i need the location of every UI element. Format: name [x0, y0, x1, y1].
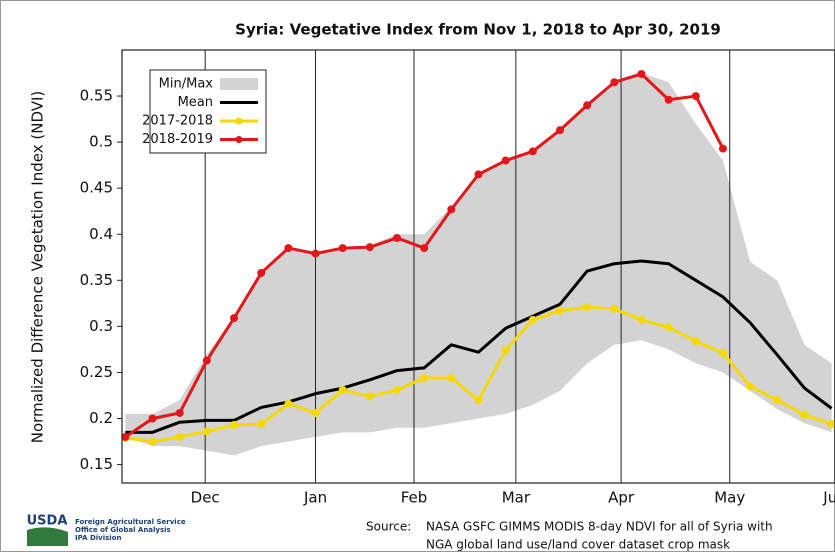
source: NASA GSFC GIMMS MODIS 8-day NDVI for all… [426, 520, 773, 534]
agency: Foreign Agricultural Service [75, 518, 186, 526]
agency: Office of Global Analysis [75, 526, 171, 534]
point [230, 314, 239, 323]
point [773, 396, 782, 405]
point [365, 392, 374, 401]
plot [122, 50, 835, 483]
point [365, 243, 374, 252]
point [691, 337, 700, 346]
point [284, 399, 293, 408]
y-tick-label: 0.25 [80, 363, 113, 381]
agency: IPA Division [75, 534, 121, 542]
y-tick-label: 0.2 [89, 409, 113, 427]
point [338, 385, 347, 394]
logo-graphic [27, 527, 68, 546]
point [148, 414, 157, 423]
y-tick-label: 0.35 [80, 271, 113, 289]
legend-marker [235, 136, 243, 143]
point [311, 249, 320, 258]
x-tick-label: Dec [191, 489, 220, 507]
point [528, 147, 537, 156]
point [447, 373, 456, 382]
point [175, 432, 184, 441]
point [257, 268, 266, 277]
point [827, 420, 835, 429]
legend-swatch [220, 78, 258, 90]
point [583, 303, 592, 312]
point [718, 144, 727, 153]
x-tick-label: Apr [608, 489, 635, 507]
point [474, 170, 483, 179]
point [148, 437, 157, 446]
source: NGA global land use/land cover dataset c… [426, 538, 730, 552]
y-tick-label: 0.55 [80, 87, 113, 105]
point [393, 233, 402, 242]
x-tick-label: Jun [822, 489, 835, 507]
chart-title: Syria: Vegetative Index from Nov 1, 2018… [235, 21, 721, 39]
point [257, 420, 266, 429]
legend-label: 2017-2018 [142, 114, 213, 129]
point [175, 408, 184, 417]
point [501, 156, 510, 165]
point [501, 346, 510, 355]
series-line [125, 259, 833, 434]
legend-label: Mean [178, 95, 213, 110]
point [420, 244, 429, 253]
x-tick-label: May [714, 489, 745, 507]
point [230, 420, 239, 429]
point [664, 323, 673, 332]
point [718, 349, 727, 358]
point [610, 304, 619, 313]
point [474, 396, 483, 405]
point [338, 244, 347, 253]
source-label: Source: [366, 520, 411, 534]
point [202, 427, 211, 436]
x-tick-label: Mar [502, 489, 531, 507]
y-tick-label: 0.5 [89, 133, 113, 151]
y-axis-label: Normalized Difference Vegetation Index (… [29, 91, 47, 444]
x-tick-label: Jan [303, 489, 327, 507]
legend-label: Min/Max [159, 77, 214, 92]
point [528, 315, 537, 324]
point [583, 101, 592, 110]
legend-marker [235, 117, 243, 125]
min-max-band [125, 73, 832, 456]
plot-border [121, 49, 835, 484]
legend-label: 2018-2019 [142, 132, 213, 147]
point [447, 205, 456, 214]
point [637, 69, 646, 78]
y-tick-label: 0.45 [80, 179, 113, 197]
x-tick-label: Feb [401, 489, 428, 507]
point [637, 315, 646, 324]
point [691, 92, 700, 101]
point [664, 95, 673, 104]
point [555, 126, 564, 135]
point [610, 78, 619, 87]
point [420, 373, 429, 382]
point [284, 244, 293, 253]
point [311, 408, 320, 417]
point [746, 382, 755, 391]
y-tick-label: 0.15 [80, 455, 113, 473]
point [800, 410, 809, 419]
y-tick-label: 0.4 [89, 225, 113, 243]
point [393, 385, 402, 394]
point [122, 432, 130, 441]
point [555, 306, 564, 315]
y-tick-label: 0.3 [89, 317, 113, 335]
logo: USDA [27, 514, 68, 529]
point [202, 356, 211, 365]
footer: USDA Foreign Agricultural Service Office… [25, 513, 773, 552]
